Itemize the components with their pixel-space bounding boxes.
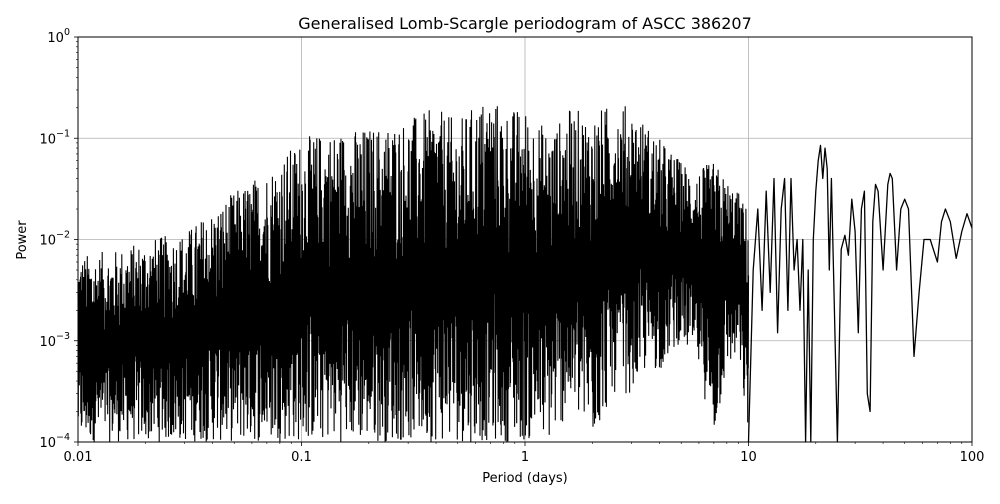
y-axis: 10−4 10−3 10−2 10−1 100	[39, 27, 78, 451]
y-tick-label: 10−3	[39, 331, 70, 350]
x-axis-label: Period (days)	[482, 471, 568, 486]
dense-periodogram-trace	[77, 106, 750, 442]
x-tick-label: 10	[740, 450, 757, 465]
y-tick-label: 10−1	[39, 128, 70, 147]
x-tick-label: 1	[521, 450, 529, 465]
plot-frame	[77, 36, 973, 443]
x-tick-label: 100	[960, 450, 985, 465]
x-tick-label: 0.1	[291, 450, 312, 465]
x-axis: 0.01 0.1 1 10 100	[64, 442, 985, 465]
y-tick-label: 10−4	[39, 432, 70, 451]
long-period-series-line	[747, 144, 973, 443]
y-axis-label: Power	[15, 220, 30, 260]
y-tick-label: 10−2	[39, 230, 70, 249]
chart-title: Generalised Lomb-Scargle periodogram of …	[298, 14, 752, 33]
y-tick-label: 100	[47, 27, 70, 46]
x-tick-label: 0.01	[64, 450, 93, 465]
data-series	[77, 106, 973, 443]
